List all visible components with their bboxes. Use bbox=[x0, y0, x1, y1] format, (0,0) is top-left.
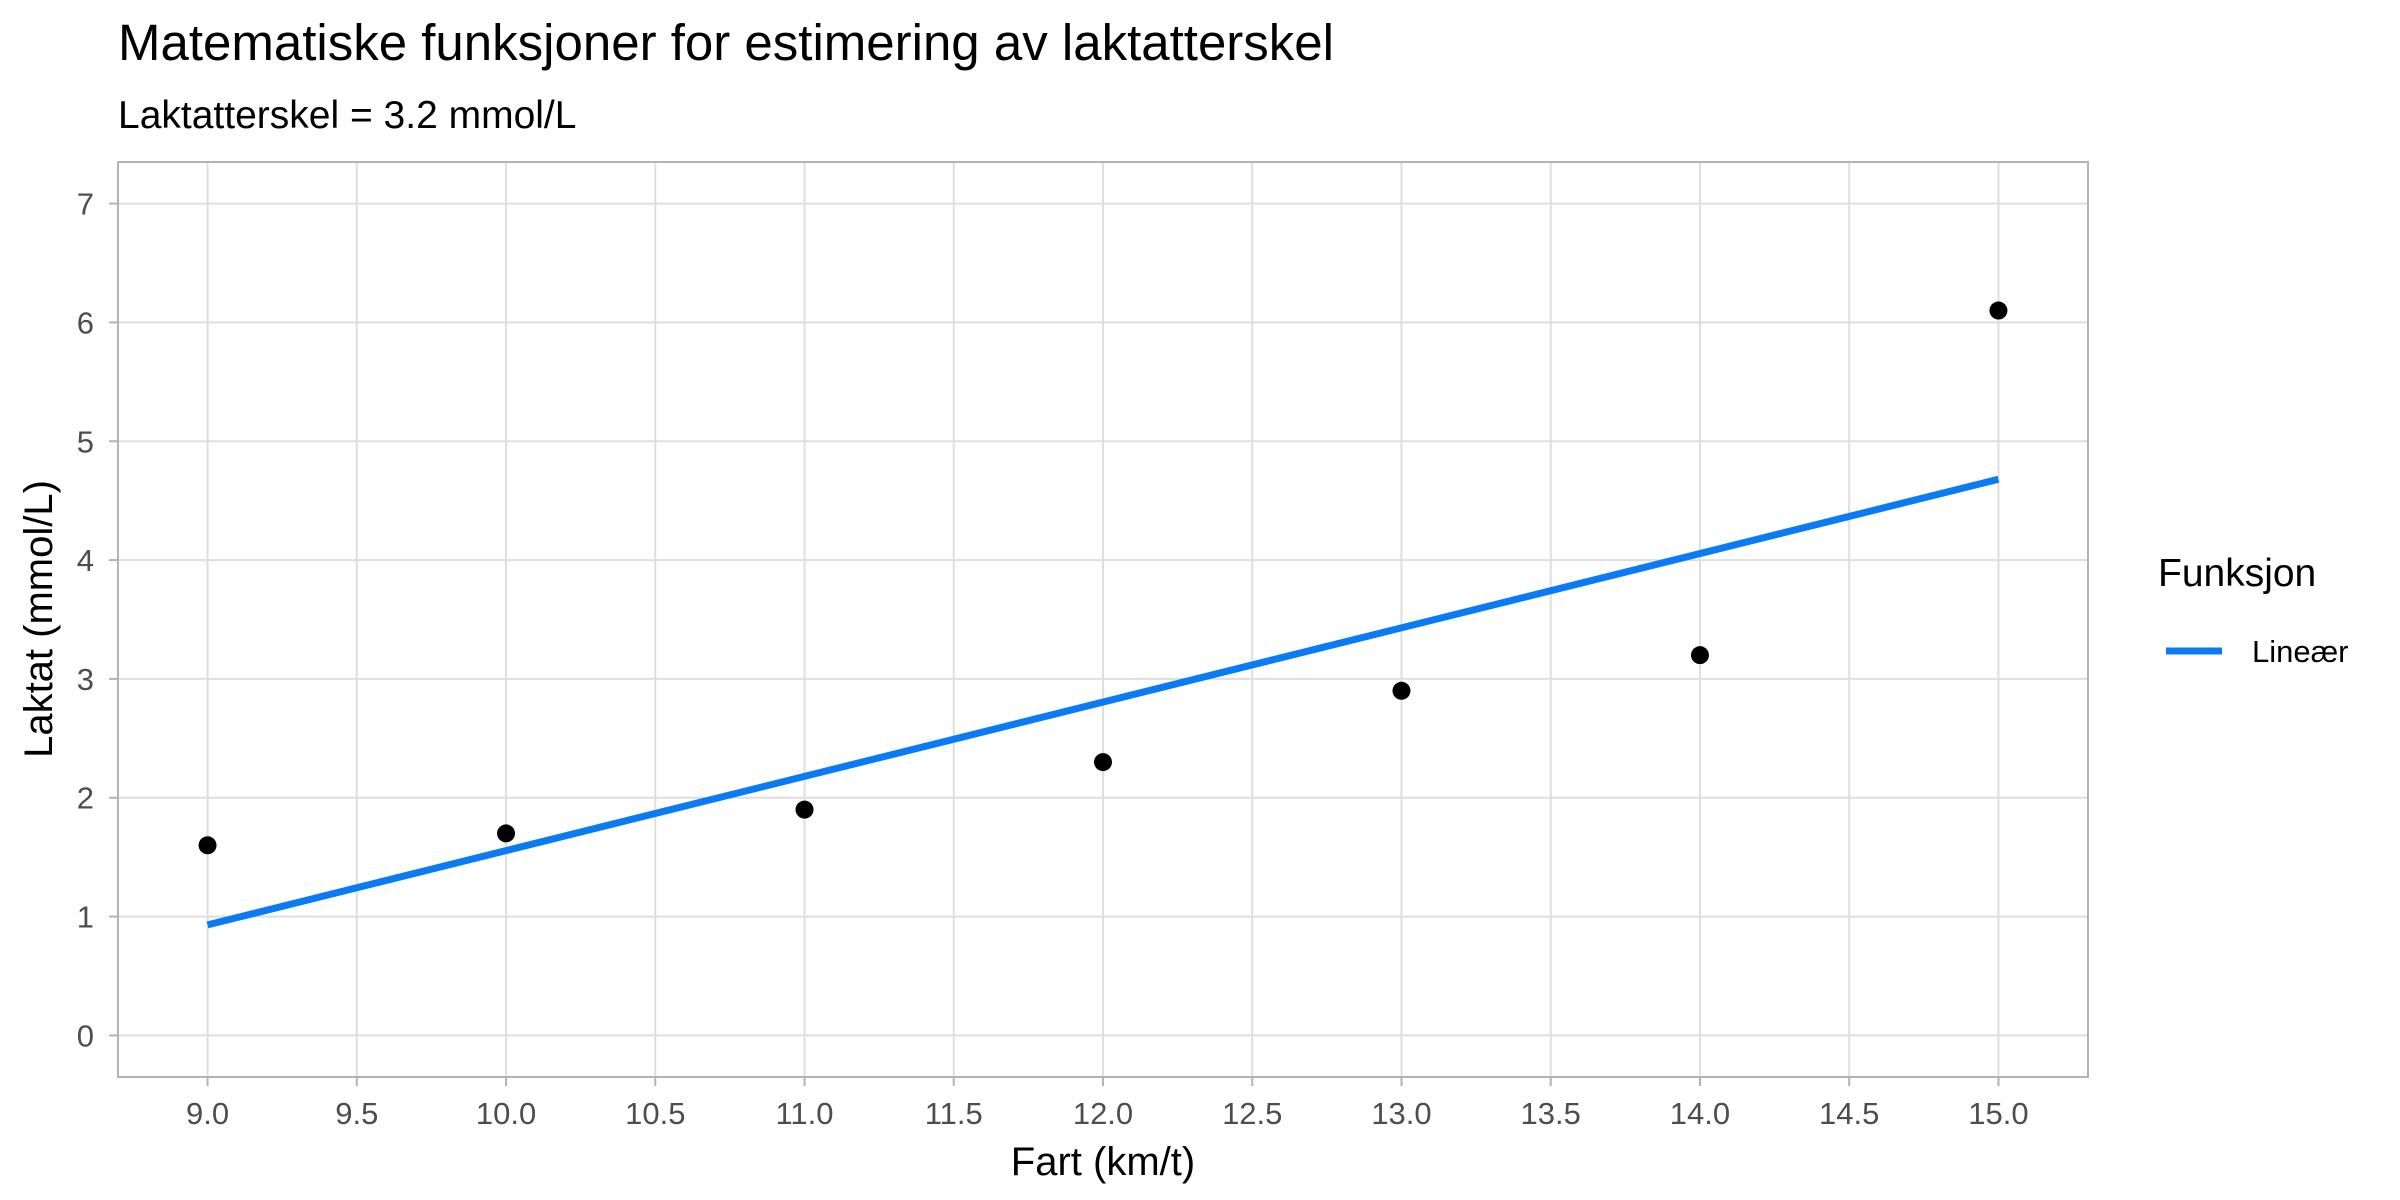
y-tick-label: 7 bbox=[77, 187, 94, 222]
x-tick-label: 12.5 bbox=[1222, 1096, 1282, 1131]
x-tick-label: 10.5 bbox=[625, 1096, 685, 1131]
data-point bbox=[1690, 646, 1709, 665]
chart-title: Matematiske funksjoner for estimering av… bbox=[118, 14, 1334, 71]
y-tick-label: 5 bbox=[77, 424, 94, 459]
legend: Funksjon Lineær bbox=[2158, 552, 2349, 669]
x-tick-label: 9.5 bbox=[335, 1096, 378, 1131]
x-tick-label: 12.0 bbox=[1073, 1096, 1133, 1131]
series-line-lineaer bbox=[206, 475, 2000, 929]
legend-label-lineaer: Lineær bbox=[2252, 634, 2349, 669]
data-point bbox=[1392, 681, 1411, 700]
y-tick-label: 6 bbox=[77, 305, 94, 340]
x-tick-label: 15.0 bbox=[1968, 1096, 2028, 1131]
series bbox=[206, 475, 2000, 929]
legend-title: Funksjon bbox=[2158, 552, 2316, 595]
data-point bbox=[795, 800, 814, 819]
axes: 9.0 9.5 10.0 10.5 11.0 11.5 12.0 12.5 13.0 13.5 14… bbox=[77, 187, 2029, 1131]
y-tick-label: 3 bbox=[77, 662, 94, 697]
y-axis-title: Laktat (mmol/L) bbox=[17, 480, 61, 758]
x-tick-label: 9.0 bbox=[186, 1096, 229, 1131]
x-tick-label: 14.0 bbox=[1670, 1096, 1730, 1131]
chart-subtitle: Laktatterskel = 3.2 mmol/L bbox=[118, 94, 576, 137]
data-point bbox=[497, 824, 516, 843]
x-tick-label: 10.0 bbox=[476, 1096, 536, 1131]
y-tick-label: 1 bbox=[77, 900, 94, 935]
x-axis-title: Fart (km/t) bbox=[1011, 1140, 1195, 1184]
data-point bbox=[1989, 301, 2008, 320]
data-points bbox=[198, 301, 2008, 855]
y-tick-label: 4 bbox=[77, 543, 94, 578]
data-point bbox=[198, 836, 217, 855]
y-tick-label: 2 bbox=[77, 781, 94, 816]
data-point bbox=[1094, 753, 1112, 772]
x-tick-label: 11.5 bbox=[925, 1096, 983, 1131]
x-tick-label: 14.5 bbox=[1819, 1096, 1879, 1131]
x-tick-label: 11.0 bbox=[775, 1096, 833, 1131]
grid bbox=[118, 162, 2088, 1077]
x-tick-label: 13.5 bbox=[1521, 1096, 1581, 1131]
x-tick-label: 13.0 bbox=[1371, 1096, 1431, 1131]
y-tick-label: 0 bbox=[77, 1018, 94, 1053]
